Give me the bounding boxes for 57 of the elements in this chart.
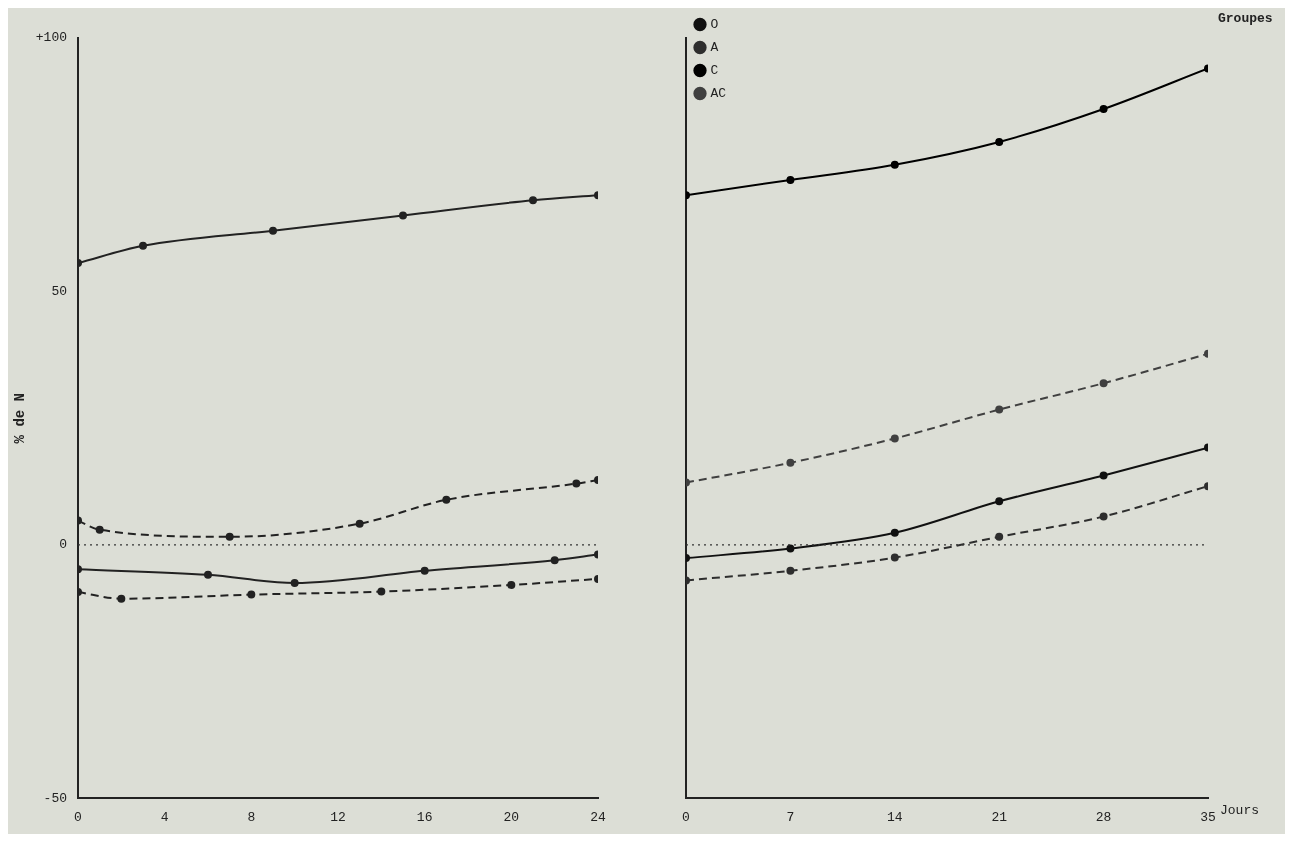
point xyxy=(786,566,795,575)
point xyxy=(225,532,234,541)
point xyxy=(355,519,364,528)
x-axis-title: Jours xyxy=(1220,802,1260,818)
point xyxy=(139,241,147,250)
x-tick-label: 24 xyxy=(590,809,606,825)
point xyxy=(1099,471,1108,480)
point xyxy=(550,556,559,565)
legend-label: AC xyxy=(710,85,727,101)
point xyxy=(95,525,104,534)
point xyxy=(995,137,1004,146)
point xyxy=(1099,379,1108,388)
point xyxy=(399,211,407,220)
point xyxy=(786,458,795,467)
point xyxy=(890,160,899,169)
point xyxy=(995,497,1004,506)
x-tick-label: 28 xyxy=(1095,809,1112,825)
x-tick-label: 16 xyxy=(416,809,433,825)
legend-label: A xyxy=(710,39,719,55)
point xyxy=(290,578,299,587)
point xyxy=(529,196,537,205)
legend-title: Groupes xyxy=(1218,10,1273,26)
point xyxy=(1099,512,1108,521)
legend-label: O xyxy=(710,16,719,32)
x-tick-label: 14 xyxy=(887,809,903,825)
point xyxy=(572,479,581,488)
y-tick-label: -50 xyxy=(43,790,68,806)
y-axis-title: % de N xyxy=(11,392,28,444)
point xyxy=(786,544,795,553)
x-tick-label: 35 xyxy=(1200,809,1216,825)
y-tick-label: 50 xyxy=(51,283,68,299)
x-tick-label: 21 xyxy=(991,809,1008,825)
x-tick-label: 0 xyxy=(682,809,690,825)
point xyxy=(420,566,429,575)
y-tick-label: 0 xyxy=(59,537,68,553)
point xyxy=(995,532,1004,541)
legend-label: C xyxy=(710,62,719,78)
point xyxy=(377,587,386,596)
point xyxy=(204,570,212,579)
point xyxy=(117,594,126,603)
x-tick-label: 20 xyxy=(503,809,520,825)
point xyxy=(786,175,795,184)
point xyxy=(442,495,451,504)
point xyxy=(269,226,277,235)
x-tick-label: 4 xyxy=(160,809,169,825)
x-tick-label: 7 xyxy=(786,809,795,825)
point xyxy=(247,590,256,599)
point xyxy=(995,405,1004,414)
point xyxy=(890,528,899,537)
x-tick-label: 12 xyxy=(330,809,346,825)
x-tick-label: 8 xyxy=(247,809,256,825)
y-tick-label: +100 xyxy=(35,30,68,46)
point xyxy=(507,580,516,589)
point xyxy=(1099,104,1108,113)
x-tick-label: 0 xyxy=(74,809,82,825)
point xyxy=(890,434,899,443)
point xyxy=(890,553,899,562)
